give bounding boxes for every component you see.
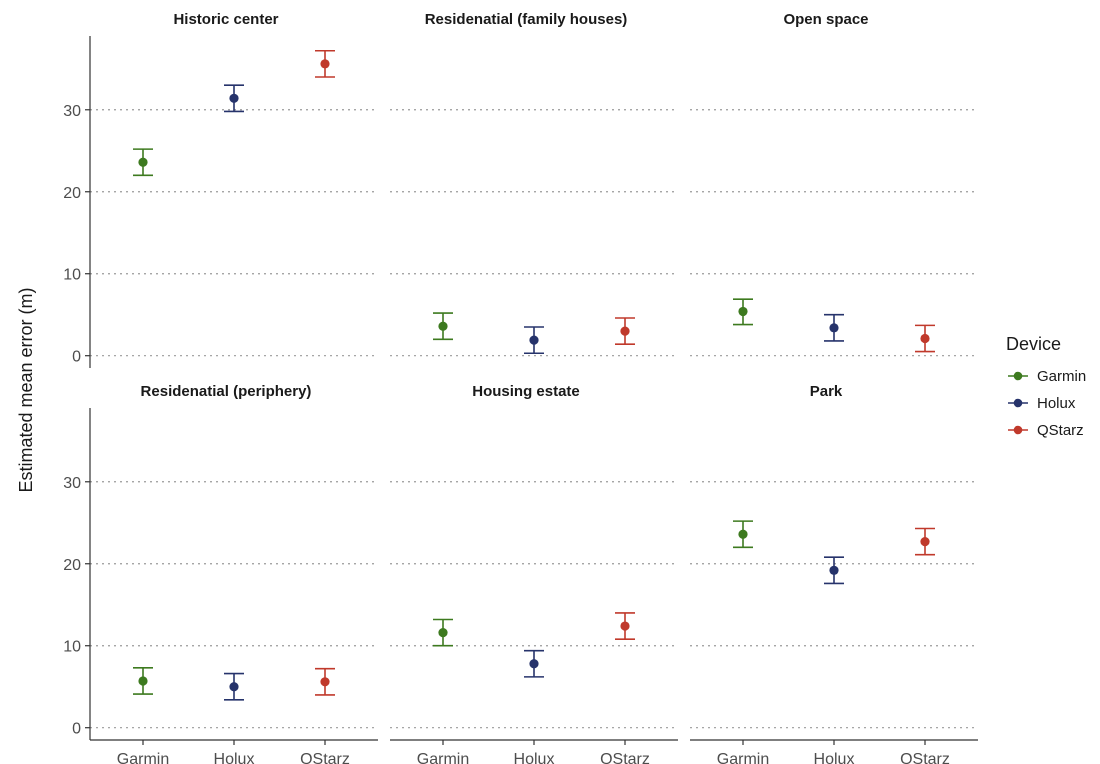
point-garmin — [738, 306, 748, 317]
legend-entry-holux: Holux — [1008, 395, 1076, 412]
point-holux — [829, 565, 839, 575]
x-tick-label: Garmin — [117, 751, 169, 764]
point-qstarz — [320, 677, 330, 687]
panel-title: Open space — [783, 11, 868, 28]
panel-4: Residenatial (periphery) 0 10 20 30 Garmin Hol… — [63, 383, 378, 764]
point-holux — [529, 659, 539, 669]
point-garmin — [138, 157, 148, 167]
point-qstarz — [920, 537, 930, 547]
legend: Device Garmin Holux QStarz — [1006, 334, 1086, 439]
y-tick-label: 0 — [72, 721, 81, 738]
x-tick-label: Holux — [514, 751, 555, 764]
x-tick-label: Garmin — [717, 751, 769, 764]
point-qstarz — [320, 59, 330, 69]
panel-5: Housing estate Garmin Holux QStarz — [390, 383, 678, 764]
legend-key-point — [1013, 425, 1023, 435]
x-tick-label: Holux — [814, 751, 855, 764]
panel-title: Housing estate — [472, 383, 580, 400]
legend-key-point — [1013, 371, 1023, 381]
legend-label: Holux — [1037, 395, 1076, 412]
point-holux — [229, 93, 239, 103]
panel-2: Residenatial (family houses) — [390, 11, 678, 357]
point-holux — [829, 323, 839, 333]
x-tick-label: QStarz — [300, 751, 350, 764]
x-tick-label: QStarz — [600, 751, 650, 764]
panel-title: Residenatial (family houses) — [425, 11, 628, 28]
y-tick-label: 30 — [63, 475, 81, 492]
y-tick-label: 20 — [63, 557, 81, 574]
x-tick-label: Holux — [214, 751, 255, 764]
panel-3: Open space — [690, 11, 978, 357]
panel-title: Residenatial (periphery) — [141, 383, 312, 400]
y-tick-label: 30 — [63, 103, 81, 120]
point-garmin — [738, 529, 748, 539]
panel-1: Historic center 0 10 20 30 — [63, 11, 378, 368]
y-tick-label: 10 — [63, 639, 81, 656]
point-garmin — [438, 321, 448, 331]
legend-label: Garmin — [1037, 368, 1086, 385]
panels-group: Historic center 0 10 20 30 Residenatial (fami… — [63, 11, 978, 764]
point-garmin — [438, 628, 448, 638]
legend-key-point — [1013, 398, 1023, 408]
point-holux — [529, 335, 539, 345]
x-tick-label: QStarz — [900, 751, 950, 764]
point-qstarz — [620, 621, 630, 631]
legend-entry-qstarz: QStarz — [1008, 422, 1084, 439]
point-garmin — [138, 676, 148, 686]
legend-title: Device — [1006, 334, 1061, 354]
point-qstarz — [620, 326, 630, 336]
legend-label: QStarz — [1037, 422, 1084, 439]
y-tick-label: 10 — [63, 267, 81, 284]
y-tick-label: 20 — [63, 185, 81, 202]
y-axis-title: Estimated mean error (m) — [16, 287, 36, 492]
point-qstarz — [920, 333, 930, 344]
panel-title: Historic center — [173, 11, 278, 28]
x-tick-label: Garmin — [417, 751, 469, 764]
y-tick-label: 0 — [72, 349, 81, 366]
legend-entry-garmin: Garmin — [1008, 368, 1086, 385]
panel-title: Park — [810, 383, 843, 400]
panel-6: Park Garmin Holux QStarz — [690, 383, 978, 764]
point-holux — [229, 682, 239, 692]
